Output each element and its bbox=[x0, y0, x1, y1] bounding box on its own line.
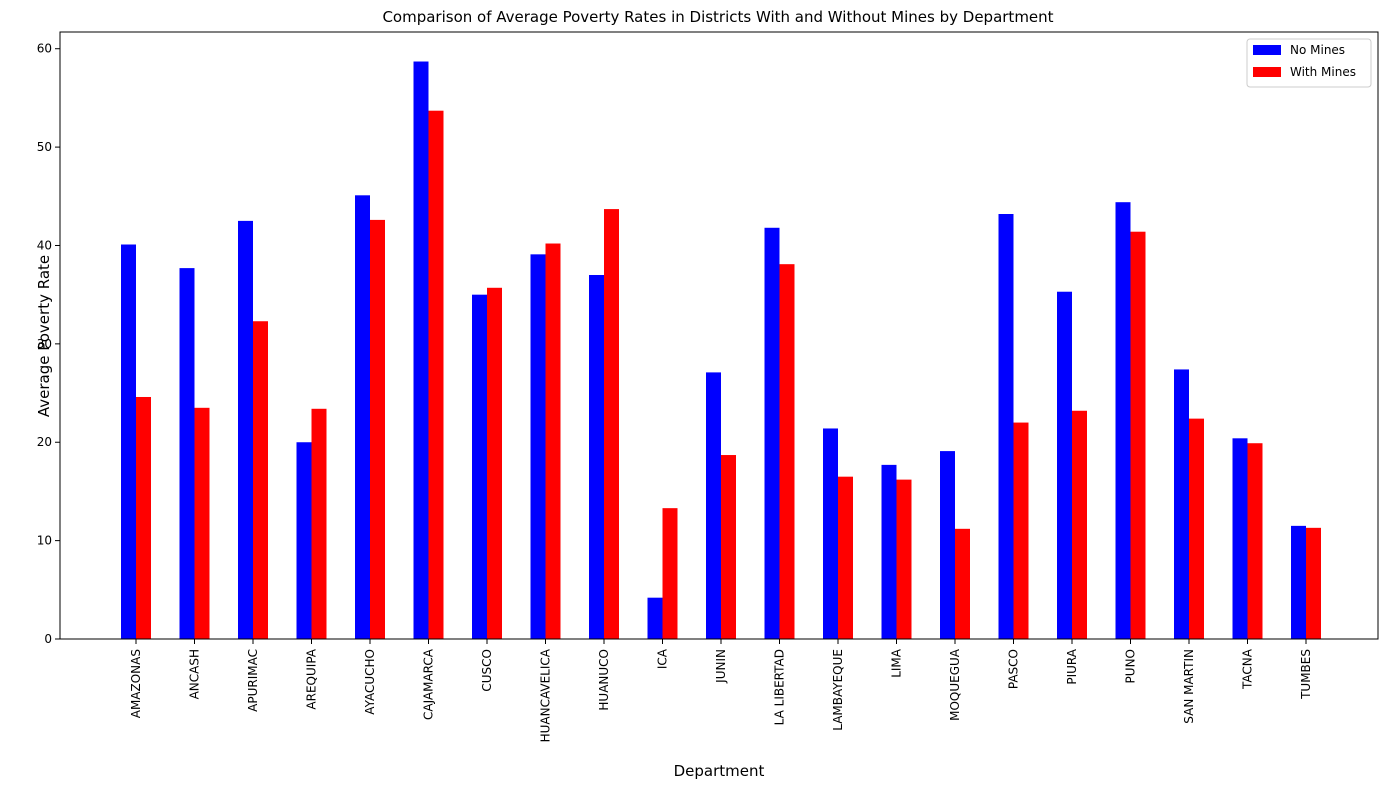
bar-no-mines-tacna bbox=[1232, 438, 1248, 639]
bar-no-mines-junin bbox=[706, 372, 721, 639]
bar-no-mines-lambayeque bbox=[823, 428, 838, 639]
bar-no-mines-ayacucho bbox=[355, 195, 370, 639]
bar-no-mines-la-libertad bbox=[764, 227, 780, 639]
bar-no-mines-puno bbox=[1115, 202, 1131, 639]
y-tick-label: 30 bbox=[37, 337, 52, 351]
legend-swatch-with-mines bbox=[1253, 67, 1281, 77]
bar-no-mines-moquegua bbox=[940, 451, 955, 639]
bar-no-mines-huanuco bbox=[589, 274, 604, 639]
x-tick-label-san-martin: SAN MARTIN bbox=[1182, 649, 1196, 724]
bars-group bbox=[121, 61, 1321, 640]
x-tick-label-la-libertad: LA LIBERTAD bbox=[773, 649, 787, 725]
x-tick-label-cajamarca: CAJAMARCA bbox=[422, 648, 436, 720]
legend: No Mines With Mines bbox=[1246, 38, 1372, 88]
x-tick-label-tumbes: TUMBES bbox=[1299, 649, 1313, 700]
bar-no-mines-lima bbox=[881, 464, 897, 639]
bar-with-mines-san-martin bbox=[1189, 418, 1204, 639]
bar-no-mines-huancavelica bbox=[530, 254, 546, 640]
bar-with-mines-cajamarca bbox=[428, 110, 444, 639]
x-tick-label-huanuco: HUANUCO bbox=[597, 649, 611, 711]
bar-no-mines-cusco bbox=[472, 294, 487, 639]
bar-with-mines-huanuco bbox=[604, 209, 619, 640]
bar-with-mines-apurimac bbox=[253, 321, 268, 639]
bar-no-mines-piura bbox=[1057, 291, 1072, 639]
chart-title: Comparison of Average Poverty Rates in D… bbox=[382, 8, 1053, 26]
bar-no-mines-amazonas bbox=[121, 244, 136, 639]
x-tick-label-piura: PIURA bbox=[1065, 648, 1079, 684]
x-tick-label-tacna: TACNA bbox=[1241, 648, 1255, 690]
bar-with-mines-moquegua bbox=[955, 528, 970, 639]
bar-with-mines-puno bbox=[1130, 231, 1146, 639]
bar-with-mines-junin bbox=[721, 455, 736, 639]
bar-no-mines-ancash bbox=[179, 268, 195, 639]
y-tick-label: 0 bbox=[44, 632, 52, 646]
bar-with-mines-ancash bbox=[194, 407, 210, 639]
bar-with-mines-huancavelica bbox=[545, 243, 561, 640]
bar-no-mines-ica bbox=[647, 597, 663, 639]
y-tick-label: 50 bbox=[37, 140, 52, 154]
bar-no-mines-san-martin bbox=[1174, 369, 1189, 639]
legend-label-no-mines: No Mines bbox=[1290, 43, 1345, 57]
x-tick-label-puno: PUNO bbox=[1124, 649, 1138, 683]
bar-with-mines-piura bbox=[1072, 410, 1087, 639]
plot-frame bbox=[59, 31, 1379, 640]
x-tick-label-lima: LIMA bbox=[890, 648, 904, 678]
x-tick-label-cusco: CUSCO bbox=[480, 649, 494, 692]
x-tick-label-junin: JUNIN bbox=[714, 649, 728, 684]
x-tick-label-ayacucho: AYACUCHO bbox=[363, 649, 377, 715]
x-axis: AMAZONAS ANCASH APURIMAC AREQUIPA AYACUCHO CA… bbox=[129, 639, 1313, 742]
bar-with-mines-ayacucho bbox=[370, 219, 385, 640]
legend-label-with-mines: With Mines bbox=[1290, 65, 1356, 79]
bar-with-mines-arequipa bbox=[311, 408, 327, 639]
bar-with-mines-tacna bbox=[1247, 443, 1263, 639]
y-tick-label: 10 bbox=[37, 534, 52, 548]
bar-no-mines-cajamarca bbox=[413, 61, 429, 639]
x-tick-label-arequipa: AREQUIPA bbox=[305, 648, 319, 709]
bar-with-mines-ica bbox=[662, 508, 678, 639]
bar-with-mines-lima bbox=[896, 479, 912, 639]
x-tick-label-moquegua: MOQUEGUA bbox=[948, 648, 962, 721]
bar-with-mines-tumbes bbox=[1306, 527, 1321, 639]
legend-swatch-no-mines bbox=[1253, 45, 1281, 55]
y-tick-label: 20 bbox=[37, 435, 52, 449]
x-tick-label-pasco: PASCO bbox=[1007, 649, 1021, 689]
bar-no-mines-apurimac bbox=[238, 220, 253, 639]
bar-with-mines-amazonas bbox=[136, 396, 151, 639]
y-axis: 0 10 20 30 40 50 60 bbox=[37, 42, 60, 646]
bar-with-mines-la-libertad bbox=[779, 264, 795, 639]
bar-no-mines-tumbes bbox=[1291, 525, 1306, 639]
bar-no-mines-pasco bbox=[998, 214, 1014, 639]
x-tick-label-ancash: ANCASH bbox=[188, 649, 202, 699]
x-axis-title: Department bbox=[674, 762, 765, 780]
y-axis-title: Average Poverty Rate bbox=[35, 255, 53, 417]
x-tick-label-amazonas: AMAZONAS bbox=[129, 649, 143, 718]
bar-with-mines-cusco bbox=[487, 287, 502, 639]
x-tick-label-lambayeque: LAMBAYEQUE bbox=[831, 649, 845, 731]
bar-with-mines-pasco bbox=[1013, 422, 1029, 639]
x-tick-label-huancavelica: HUANCAVELICA bbox=[539, 648, 553, 742]
x-tick-label-apurimac: APURIMAC bbox=[246, 649, 260, 712]
bar-no-mines-arequipa bbox=[296, 442, 312, 639]
x-tick-label-ica: ICA bbox=[656, 648, 670, 669]
y-tick-label: 60 bbox=[37, 42, 52, 56]
bar-with-mines-lambayeque bbox=[838, 476, 853, 639]
y-tick-label: 40 bbox=[37, 238, 52, 252]
